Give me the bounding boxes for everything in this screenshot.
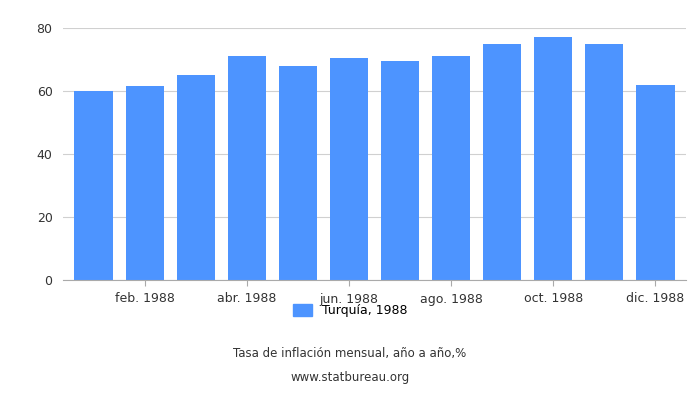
Text: Tasa de inflación mensual, año a año,%: Tasa de inflación mensual, año a año,% (233, 348, 467, 360)
Legend: Turquía, 1988: Turquía, 1988 (293, 304, 407, 317)
Bar (636, 85, 675, 280)
Bar (483, 44, 522, 280)
Bar (228, 56, 266, 280)
Bar (585, 44, 624, 280)
Bar (125, 86, 164, 280)
Bar (432, 56, 470, 280)
Bar (381, 61, 419, 280)
Bar (330, 58, 368, 280)
Bar (176, 75, 215, 280)
Bar (279, 66, 317, 280)
Bar (74, 91, 113, 280)
Bar (534, 38, 573, 280)
Text: www.statbureau.org: www.statbureau.org (290, 372, 410, 384)
